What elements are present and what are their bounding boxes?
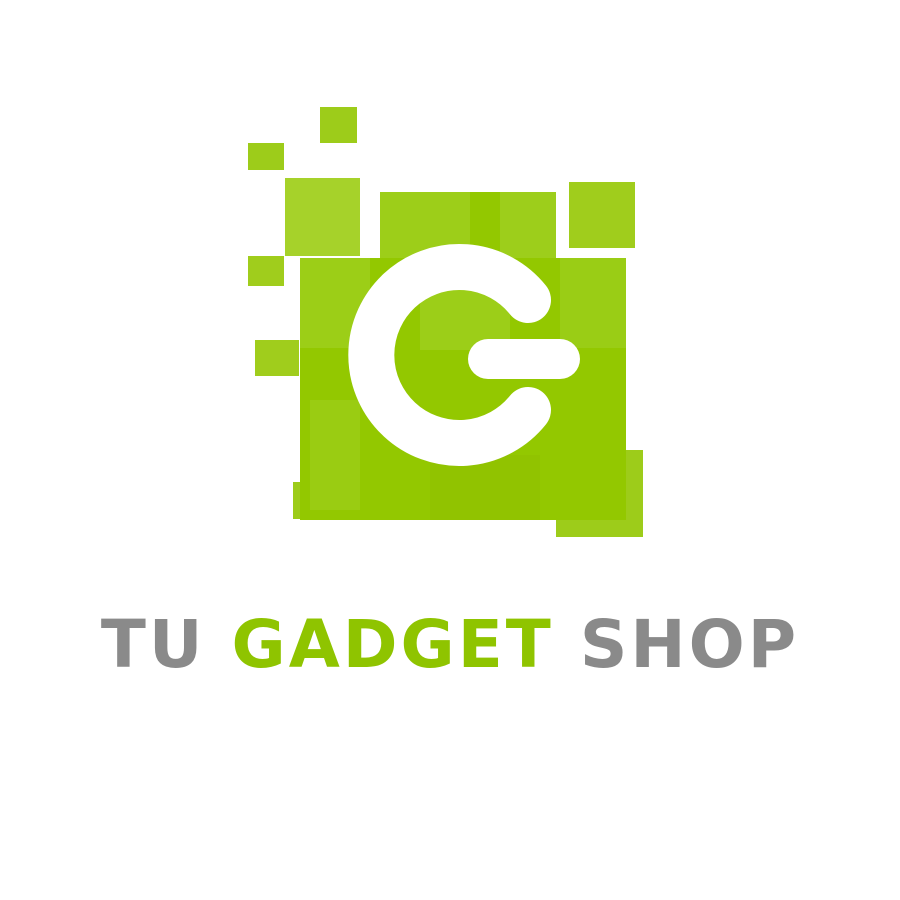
wordmark-tu: TU xyxy=(100,606,206,683)
wordmark-gadget: GADGET xyxy=(231,606,554,683)
pixel-square xyxy=(285,178,360,256)
pixel-square xyxy=(320,107,357,143)
g-letter-icon xyxy=(348,244,551,466)
brand-wordmark: TU GADGET SHOP xyxy=(0,605,900,685)
tile-shade xyxy=(500,192,556,258)
pixel-square xyxy=(569,182,635,248)
pixel-square xyxy=(255,340,299,376)
wordmark-shop: SHOP xyxy=(579,606,800,683)
pixel-square xyxy=(248,143,284,170)
pixel-square xyxy=(248,256,284,286)
tile-shade xyxy=(310,400,360,510)
tile-shade xyxy=(560,258,626,348)
tile-shade xyxy=(430,455,540,520)
